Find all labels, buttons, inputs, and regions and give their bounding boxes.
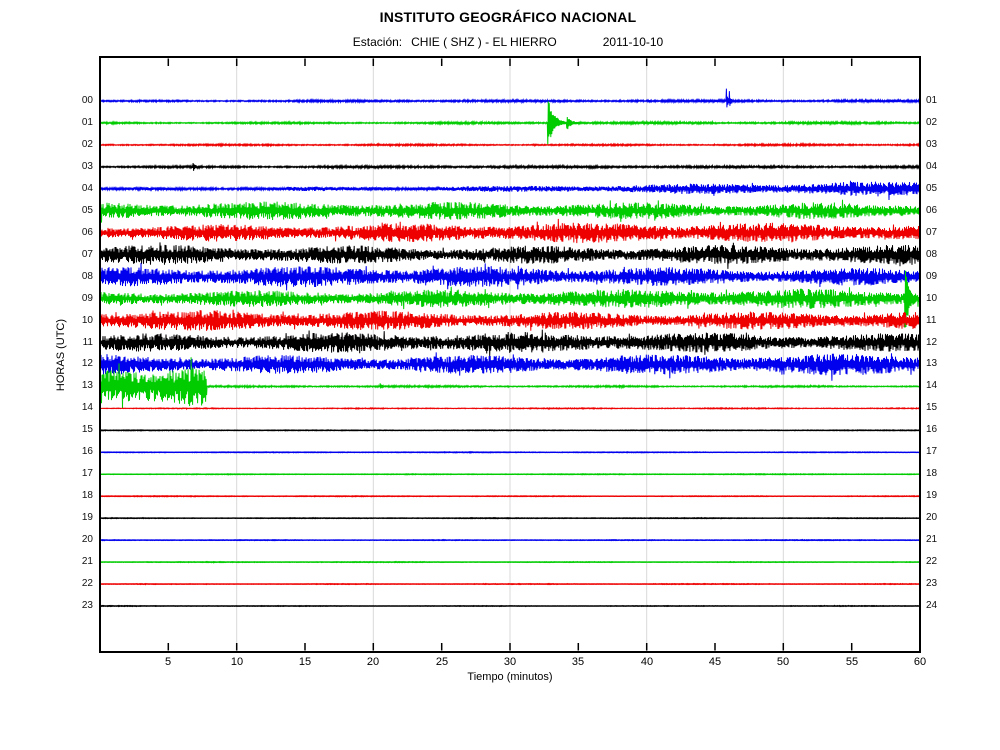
hour-label-right-17: 17 <box>926 446 938 457</box>
hour-label-right-02: 02 <box>926 117 938 128</box>
hour-label-left-19: 19 <box>81 512 93 523</box>
axes-frame <box>99 56 921 653</box>
date-value: 2011-10-10 <box>602 35 664 49</box>
x-tick-label-20: 20 <box>366 656 380 668</box>
hour-label-left-18: 18 <box>81 490 93 501</box>
hour-label-left-06: 06 <box>81 227 93 238</box>
hour-label-left-11: 11 <box>82 337 93 348</box>
hour-label-left-01: 01 <box>81 117 93 128</box>
hour-label-left-21: 21 <box>81 556 93 567</box>
trace-hour-07 <box>101 242 919 269</box>
hour-label-right-21: 21 <box>926 534 938 545</box>
trace-hour-04 <box>101 180 919 201</box>
hour-label-right-16: 16 <box>926 424 938 435</box>
hour-label-right-15: 15 <box>926 402 938 413</box>
trace-hour-03 <box>101 162 919 171</box>
x-tick-label-10: 10 <box>230 656 244 668</box>
trace-hour-02 <box>101 141 919 148</box>
hour-label-right-24: 24 <box>926 600 938 611</box>
hour-label-left-00: 00 <box>81 95 93 106</box>
hour-label-right-07: 07 <box>926 227 938 238</box>
hour-label-left-16: 16 <box>81 446 93 457</box>
hour-label-right-23: 23 <box>926 578 938 589</box>
hour-label-right-05: 05 <box>926 183 938 194</box>
trace-hour-16 <box>101 450 919 454</box>
hour-label-right-13: 13 <box>926 358 938 369</box>
trace-hour-12 <box>101 352 919 381</box>
hour-label-left-08: 08 <box>81 271 93 282</box>
trace-hour-05 <box>101 199 919 223</box>
plot-border <box>99 56 921 653</box>
x-tick-label-45: 45 <box>708 656 722 668</box>
hour-label-left-05: 05 <box>81 205 93 216</box>
gridlines <box>236 57 784 652</box>
hour-label-left-04: 04 <box>81 183 93 194</box>
hour-label-left-07: 07 <box>81 249 93 260</box>
trace-hour-19 <box>101 516 919 520</box>
x-tick-label-60: 60 <box>913 656 927 668</box>
hour-label-right-14: 14 <box>926 380 938 391</box>
hour-label-left-02: 02 <box>81 139 93 150</box>
x-axis-title: Tiempo (minutos) <box>467 671 553 683</box>
hour-label-right-20: 20 <box>926 512 938 523</box>
x-tick-label-50: 50 <box>776 656 790 668</box>
trace-hour-20 <box>101 538 919 542</box>
trace-hour-11 <box>101 329 919 357</box>
trace-hour-22 <box>101 582 919 586</box>
hour-label-right-19: 19 <box>926 490 938 501</box>
hour-label-right-11: 11 <box>926 315 937 326</box>
x-tick-label-15: 15 <box>298 656 312 668</box>
station-label: Estación: <box>352 35 403 49</box>
trace-hour-00 <box>101 88 919 108</box>
hour-label-left-14: 14 <box>81 402 93 413</box>
trace-hour-08 <box>101 262 919 291</box>
hour-label-left-17: 17 <box>81 468 93 479</box>
trace-hour-13 <box>101 357 919 409</box>
hour-label-left-22: 22 <box>81 578 93 589</box>
hour-label-left-10: 10 <box>81 315 93 326</box>
page-title: INSTITUTO GEOGRÁFICO NACIONAL <box>379 9 637 25</box>
hour-label-left-12: 12 <box>81 358 93 369</box>
x-tick-label-30: 30 <box>503 656 517 668</box>
trace-hour-15 <box>101 429 919 432</box>
traces <box>101 88 919 608</box>
trace-hour-14 <box>101 406 919 411</box>
trace-hour-01 <box>101 101 919 146</box>
hour-label-right-12: 12 <box>926 337 938 348</box>
station-value: CHIE ( SHZ ) - EL HIERRO <box>411 35 557 49</box>
hour-label-right-06: 06 <box>926 205 938 216</box>
trace-hour-18 <box>101 494 919 498</box>
x-tick-label-40: 40 <box>640 656 654 668</box>
hour-label-left-15: 15 <box>81 424 93 435</box>
hour-label-left-13: 13 <box>81 380 93 391</box>
hour-label-right-10: 10 <box>926 293 938 304</box>
trace-hour-10 <box>101 309 919 331</box>
hour-label-right-18: 18 <box>926 468 938 479</box>
hour-label-right-22: 22 <box>926 556 938 567</box>
hour-label-right-01: 01 <box>926 95 938 106</box>
x-tick-label-35: 35 <box>571 656 585 668</box>
hour-label-right-08: 08 <box>926 249 938 260</box>
hour-label-right-09: 09 <box>926 271 938 282</box>
trace-hour-23 <box>101 604 919 608</box>
x-tick-label-55: 55 <box>845 656 859 668</box>
hour-label-left-03: 03 <box>81 161 93 172</box>
hour-label-right-03: 03 <box>926 139 938 150</box>
hour-label-left-23: 23 <box>81 600 93 611</box>
trace-hour-21 <box>101 560 919 564</box>
subtitle: Estación: CHIE ( SHZ ) - EL HIERRO 2011-… <box>0 35 1000 49</box>
trace-hour-06 <box>101 218 919 244</box>
hour-label-right-04: 04 <box>926 161 938 172</box>
x-tick-label-5: 5 <box>164 656 172 668</box>
trace-hour-17 <box>101 472 919 476</box>
hour-label-left-20: 20 <box>81 534 93 545</box>
trace-hour-09 <box>101 270 919 328</box>
x-tick-label-25: 25 <box>435 656 449 668</box>
hour-label-left-09: 09 <box>81 293 93 304</box>
